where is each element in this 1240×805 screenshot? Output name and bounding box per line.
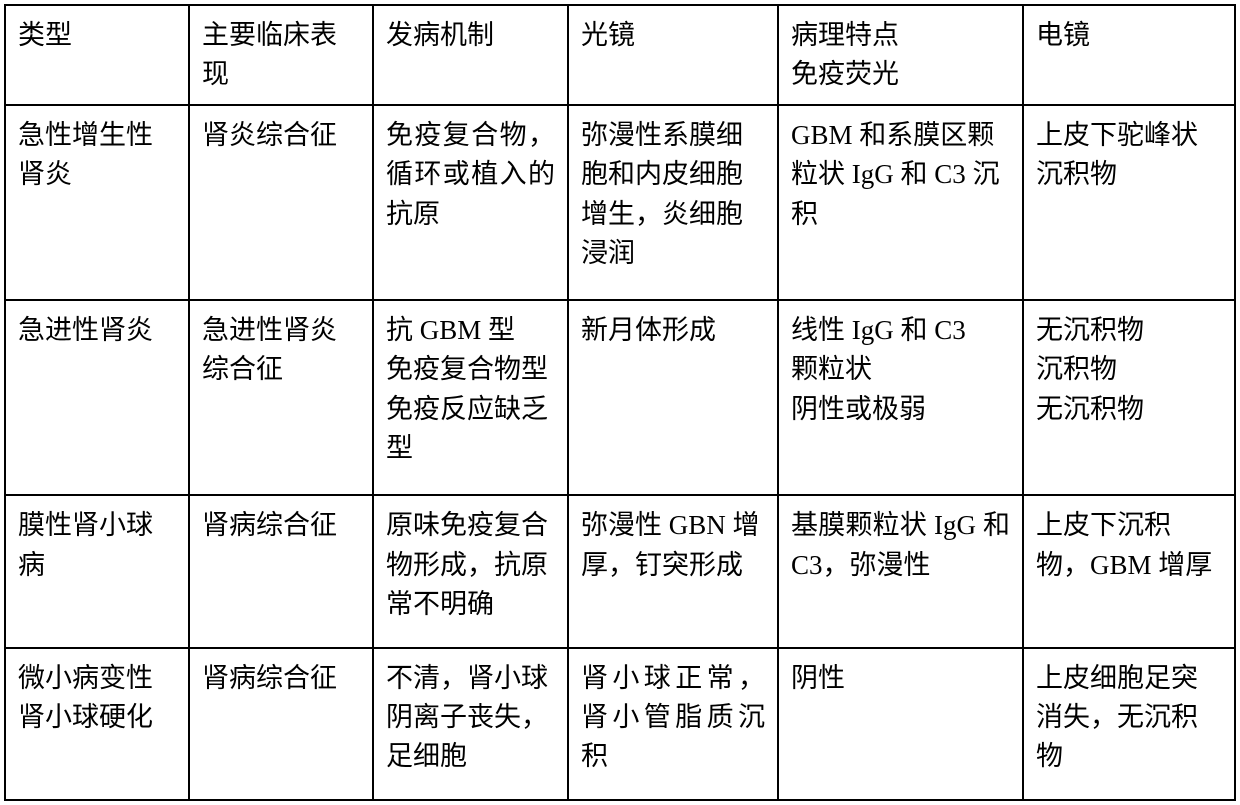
cell-light: 肾小球正常，肾小管脂质沉积 [568,648,778,800]
col-header-clinical: 主要临床表现 [189,5,373,105]
cell-em: 无沉积物沉积物无沉积物 [1023,300,1235,495]
col-header-immuno: 病理特点免疫荧光 [778,5,1023,105]
table-row: 膜性肾小球病 肾病综合征 原味免疫复合物形成，抗原常不明确 弥漫性 GBN 增厚… [5,495,1235,647]
cell-clinical: 肾炎综合征 [189,105,373,300]
table-body: 类型 主要临床表现 发病机制 光镜 病理特点免疫荧光 电镜 急性增生性肾炎 肾炎… [5,5,1235,800]
cell-type: 急性增生性肾炎 [5,105,189,300]
cell-mechanism: 原味免疫复合物形成，抗原常不明确 [373,495,568,647]
col-header-light: 光镜 [568,5,778,105]
cell-em: 上皮下沉积物，GBM 增厚 [1023,495,1235,647]
table-header-row: 类型 主要临床表现 发病机制 光镜 病理特点免疫荧光 电镜 [5,5,1235,105]
table-row: 急进性肾炎 急进性肾炎综合征 抗 GBM 型免疫复合物型 免疫反应缺乏型 新月体… [5,300,1235,495]
nephritis-comparison-table: 类型 主要临床表现 发病机制 光镜 病理特点免疫荧光 电镜 急性增生性肾炎 肾炎… [4,4,1236,801]
cell-immuno: 线性 IgG 和 C3颗粒状阴性或极弱 [778,300,1023,495]
cell-mechanism: 抗 GBM 型免疫复合物型 免疫反应缺乏型 [373,300,568,495]
cell-mechanism: 不清，肾小球阴离子丧失，足细胞 [373,648,568,800]
col-header-em: 电镜 [1023,5,1235,105]
col-header-mechanism: 发病机制 [373,5,568,105]
cell-light: 弥漫性 GBN 增厚，钉突形成 [568,495,778,647]
table-row: 急性增生性肾炎 肾炎综合征 免疫复合物，循环或植入的抗原 弥漫性系膜细胞和内皮细… [5,105,1235,300]
cell-mechanism: 免疫复合物，循环或植入的抗原 [373,105,568,300]
cell-light: 新月体形成 [568,300,778,495]
cell-clinical: 肾病综合征 [189,495,373,647]
cell-em: 上皮下驼峰状沉积物 [1023,105,1235,300]
cell-type: 急进性肾炎 [5,300,189,495]
cell-immuno: GBM 和系膜区颗粒状 IgG 和 C3 沉积 [778,105,1023,300]
cell-immuno: 基膜颗粒状 IgG 和 C3，弥漫性 [778,495,1023,647]
cell-clinical: 肾病综合征 [189,648,373,800]
cell-em: 上皮细胞足突消失，无沉积物 [1023,648,1235,800]
col-header-type: 类型 [5,5,189,105]
cell-clinical: 急进性肾炎综合征 [189,300,373,495]
cell-immuno: 阴性 [778,648,1023,800]
cell-type: 膜性肾小球病 [5,495,189,647]
cell-light: 弥漫性系膜细胞和内皮细胞增生，炎细胞浸润 [568,105,778,300]
cell-type: 微小病变性肾小球硬化 [5,648,189,800]
table-row: 微小病变性肾小球硬化 肾病综合征 不清，肾小球阴离子丧失，足细胞 肾小球正常，肾… [5,648,1235,800]
